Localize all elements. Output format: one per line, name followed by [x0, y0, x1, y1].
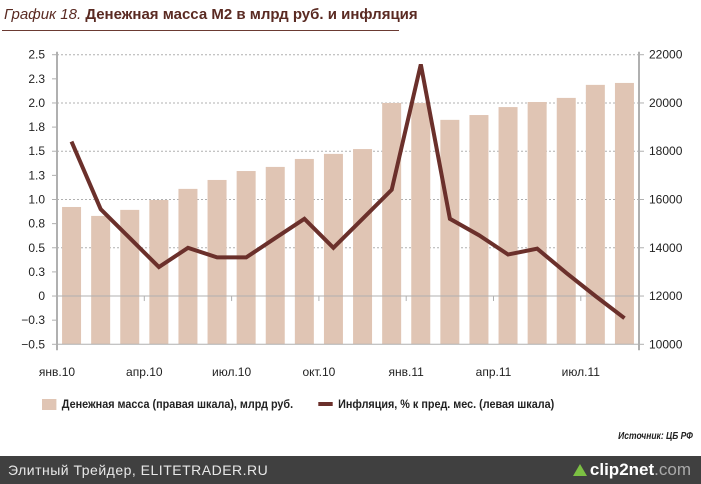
bar-мар.11: [469, 115, 489, 345]
chart-plot: 2.5 2.3 2.0 1.8 1.5 1.3 1.0 0.8 0.5 0.3 0 −0.3 −0.5 2…: [21, 48, 683, 379]
x-tick-label: янв.10: [39, 365, 76, 379]
bar-фев.10: [91, 215, 111, 345]
left-tick-label: 0.5: [28, 241, 45, 255]
source-note: Источник: ЦБ РФ: [618, 431, 693, 442]
title-underline: [2, 30, 399, 31]
right-tick-label: 20000: [649, 96, 683, 110]
bar-фев.11: [440, 119, 460, 345]
x-tick-label: апр.11: [476, 365, 512, 379]
right-tick-label: 18000: [649, 144, 683, 158]
x-tick-label: апр.10: [126, 365, 163, 379]
bar-авг.10: [265, 166, 285, 345]
left-tick-label: 1.8: [28, 120, 45, 134]
bar-янв.11: [411, 102, 431, 345]
left-tick-label: 1.3: [28, 168, 45, 182]
legend-line-label: Инфляция, % к пред. мес. (левая шкала): [338, 397, 555, 411]
footer-bar: Элитный Трейдер, ELITETRADER.RU clip2net…: [0, 456, 701, 484]
bar-дек.10: [382, 102, 402, 345]
chart-number: График 18.: [4, 6, 82, 23]
x-tick-label: июл.11: [562, 365, 601, 379]
left-tick-label: −0.5: [21, 337, 45, 351]
upload-arrow-icon: [572, 464, 587, 476]
bar-апр.10: [149, 199, 169, 345]
bar-апр.11: [498, 107, 518, 345]
bar-май.11: [527, 102, 547, 345]
bar-авг.11: [614, 82, 634, 345]
right-tick-label: 14000: [649, 241, 683, 255]
right-tick-label: 22000: [649, 48, 683, 62]
bar-сен.10: [294, 158, 314, 345]
left-tick-label: 0.3: [28, 265, 45, 279]
inflation-line: [69, 63, 626, 320]
legend-bar-swatch: [42, 398, 57, 410]
legend-line-swatch: [318, 402, 333, 406]
footer-text: Элитный Трейдер, ELITETRADER.RU: [8, 462, 269, 478]
left-tick-label: 1.0: [28, 193, 45, 207]
bar-июн.10: [207, 179, 227, 345]
brand-logo[interactable]: clip2net.com: [572, 460, 691, 480]
brand-name: clip2net: [589, 460, 655, 479]
x-tick-label: июл.10: [212, 365, 251, 379]
legend-bar-label: Денежная масса (правая шкала), млрд руб.: [61, 397, 294, 411]
right-tick-label: 12000: [649, 289, 683, 303]
left-tick-label: 0.8: [28, 217, 45, 231]
legend: Денежная масса (правая шкала), млрд руб.…: [42, 397, 554, 411]
left-tick-label: 0: [38, 289, 45, 303]
bar-ноя.10: [353, 149, 373, 345]
left-tick-label: 2.5: [28, 48, 45, 62]
bar-июн.11: [556, 97, 576, 345]
bar-май.10: [178, 188, 198, 345]
left-tick-label: 2.0: [28, 96, 45, 110]
bar-июл.11: [585, 84, 605, 345]
x-tick-label: окт.10: [302, 365, 335, 379]
right-tick-label: 10000: [649, 337, 683, 351]
chart-title: График 18. Денежная масса М2 в млрд руб.…: [4, 6, 418, 23]
chart-title-text: Денежная масса М2 в млрд руб. и инфляция: [85, 6, 418, 23]
brand-suffix: .com: [654, 460, 691, 479]
left-tick-label: 2.3: [28, 72, 45, 86]
left-tick-label: 1.5: [28, 144, 45, 158]
right-tick-label: 16000: [649, 193, 683, 207]
bar-янв.10: [62, 206, 82, 345]
left-tick-label: −0.3: [21, 313, 45, 327]
x-tick-label: янв.11: [389, 365, 425, 379]
